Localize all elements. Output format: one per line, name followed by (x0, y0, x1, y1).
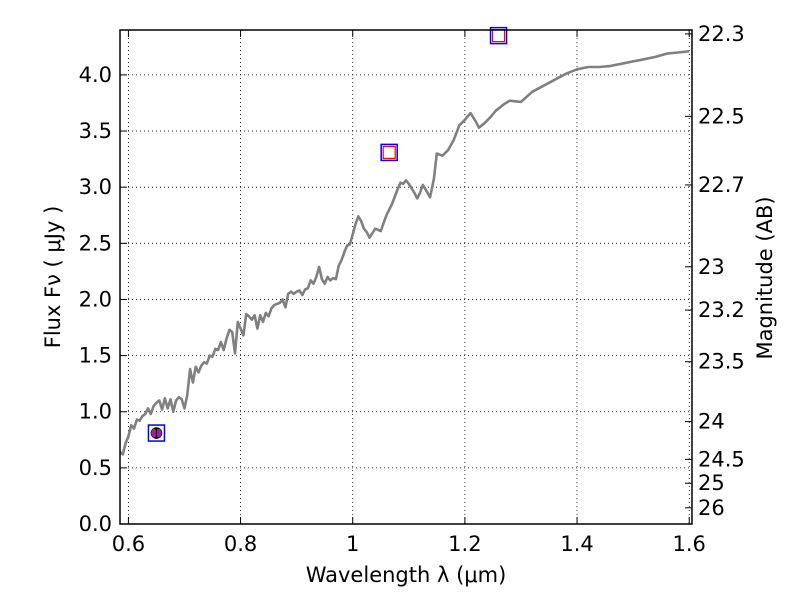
y-tick-label: 3.5 (79, 119, 112, 143)
series-layer (120, 50, 690, 456)
ticks-layer: 0.6 0.8 1 1.2 1.4 1.6 0.0 0.5 1.0 1.5 2.0 2.5 3.0 3.5… (79, 22, 745, 556)
model-point-inner-square (382, 145, 396, 159)
y2-tick-label: 25 (698, 471, 725, 495)
x-tick-label: 1.4 (560, 532, 593, 556)
y-axis-title: Flux Fν ( μJy ) (41, 206, 65, 349)
x-axis-title: Wavelength λ (μm) (306, 563, 507, 587)
y-tick-label: 2.0 (79, 287, 112, 311)
y2-tick-label: 22.3 (698, 22, 745, 46)
y2-tick-label: 23 (698, 255, 725, 279)
y-tick-label: 4.0 (79, 63, 112, 87)
y-tick-label: 0.5 (79, 456, 112, 480)
y2-tick-label: 23.2 (698, 298, 745, 322)
y2-tick-label: 22.5 (698, 104, 745, 128)
y2-tick-label: 24.5 (698, 447, 745, 471)
y2-tick-label: 24 (698, 410, 725, 434)
x-tick-label: 1.6 (672, 532, 705, 556)
x-tick-label: 0.8 (224, 532, 257, 556)
y-tick-label: 1.5 (79, 344, 112, 368)
x-tick-label: 1.2 (448, 532, 481, 556)
y-tick-label: 1.0 (79, 400, 112, 424)
y-tick-label: 2.5 (79, 231, 112, 255)
y-tick-label: 0.0 (79, 512, 112, 536)
points-layer (147, 26, 508, 442)
spectrum-line (120, 50, 690, 456)
y2-axis-title: Magnitude (AB) (753, 196, 777, 359)
y-tick-label: 3.0 (79, 175, 112, 199)
model-point-outer-square (147, 424, 166, 442)
y2-tick-label: 26 (698, 496, 725, 520)
y2-tick-label: 23.5 (698, 350, 745, 374)
model-point-outer-square (380, 143, 398, 162)
x-tick-label: 1 (346, 532, 359, 556)
x-tick-label: 0.6 (112, 532, 145, 556)
y2-tick-label: 22.7 (698, 173, 745, 197)
model-point-outer-square (489, 26, 508, 45)
plot-frame (119, 29, 693, 525)
